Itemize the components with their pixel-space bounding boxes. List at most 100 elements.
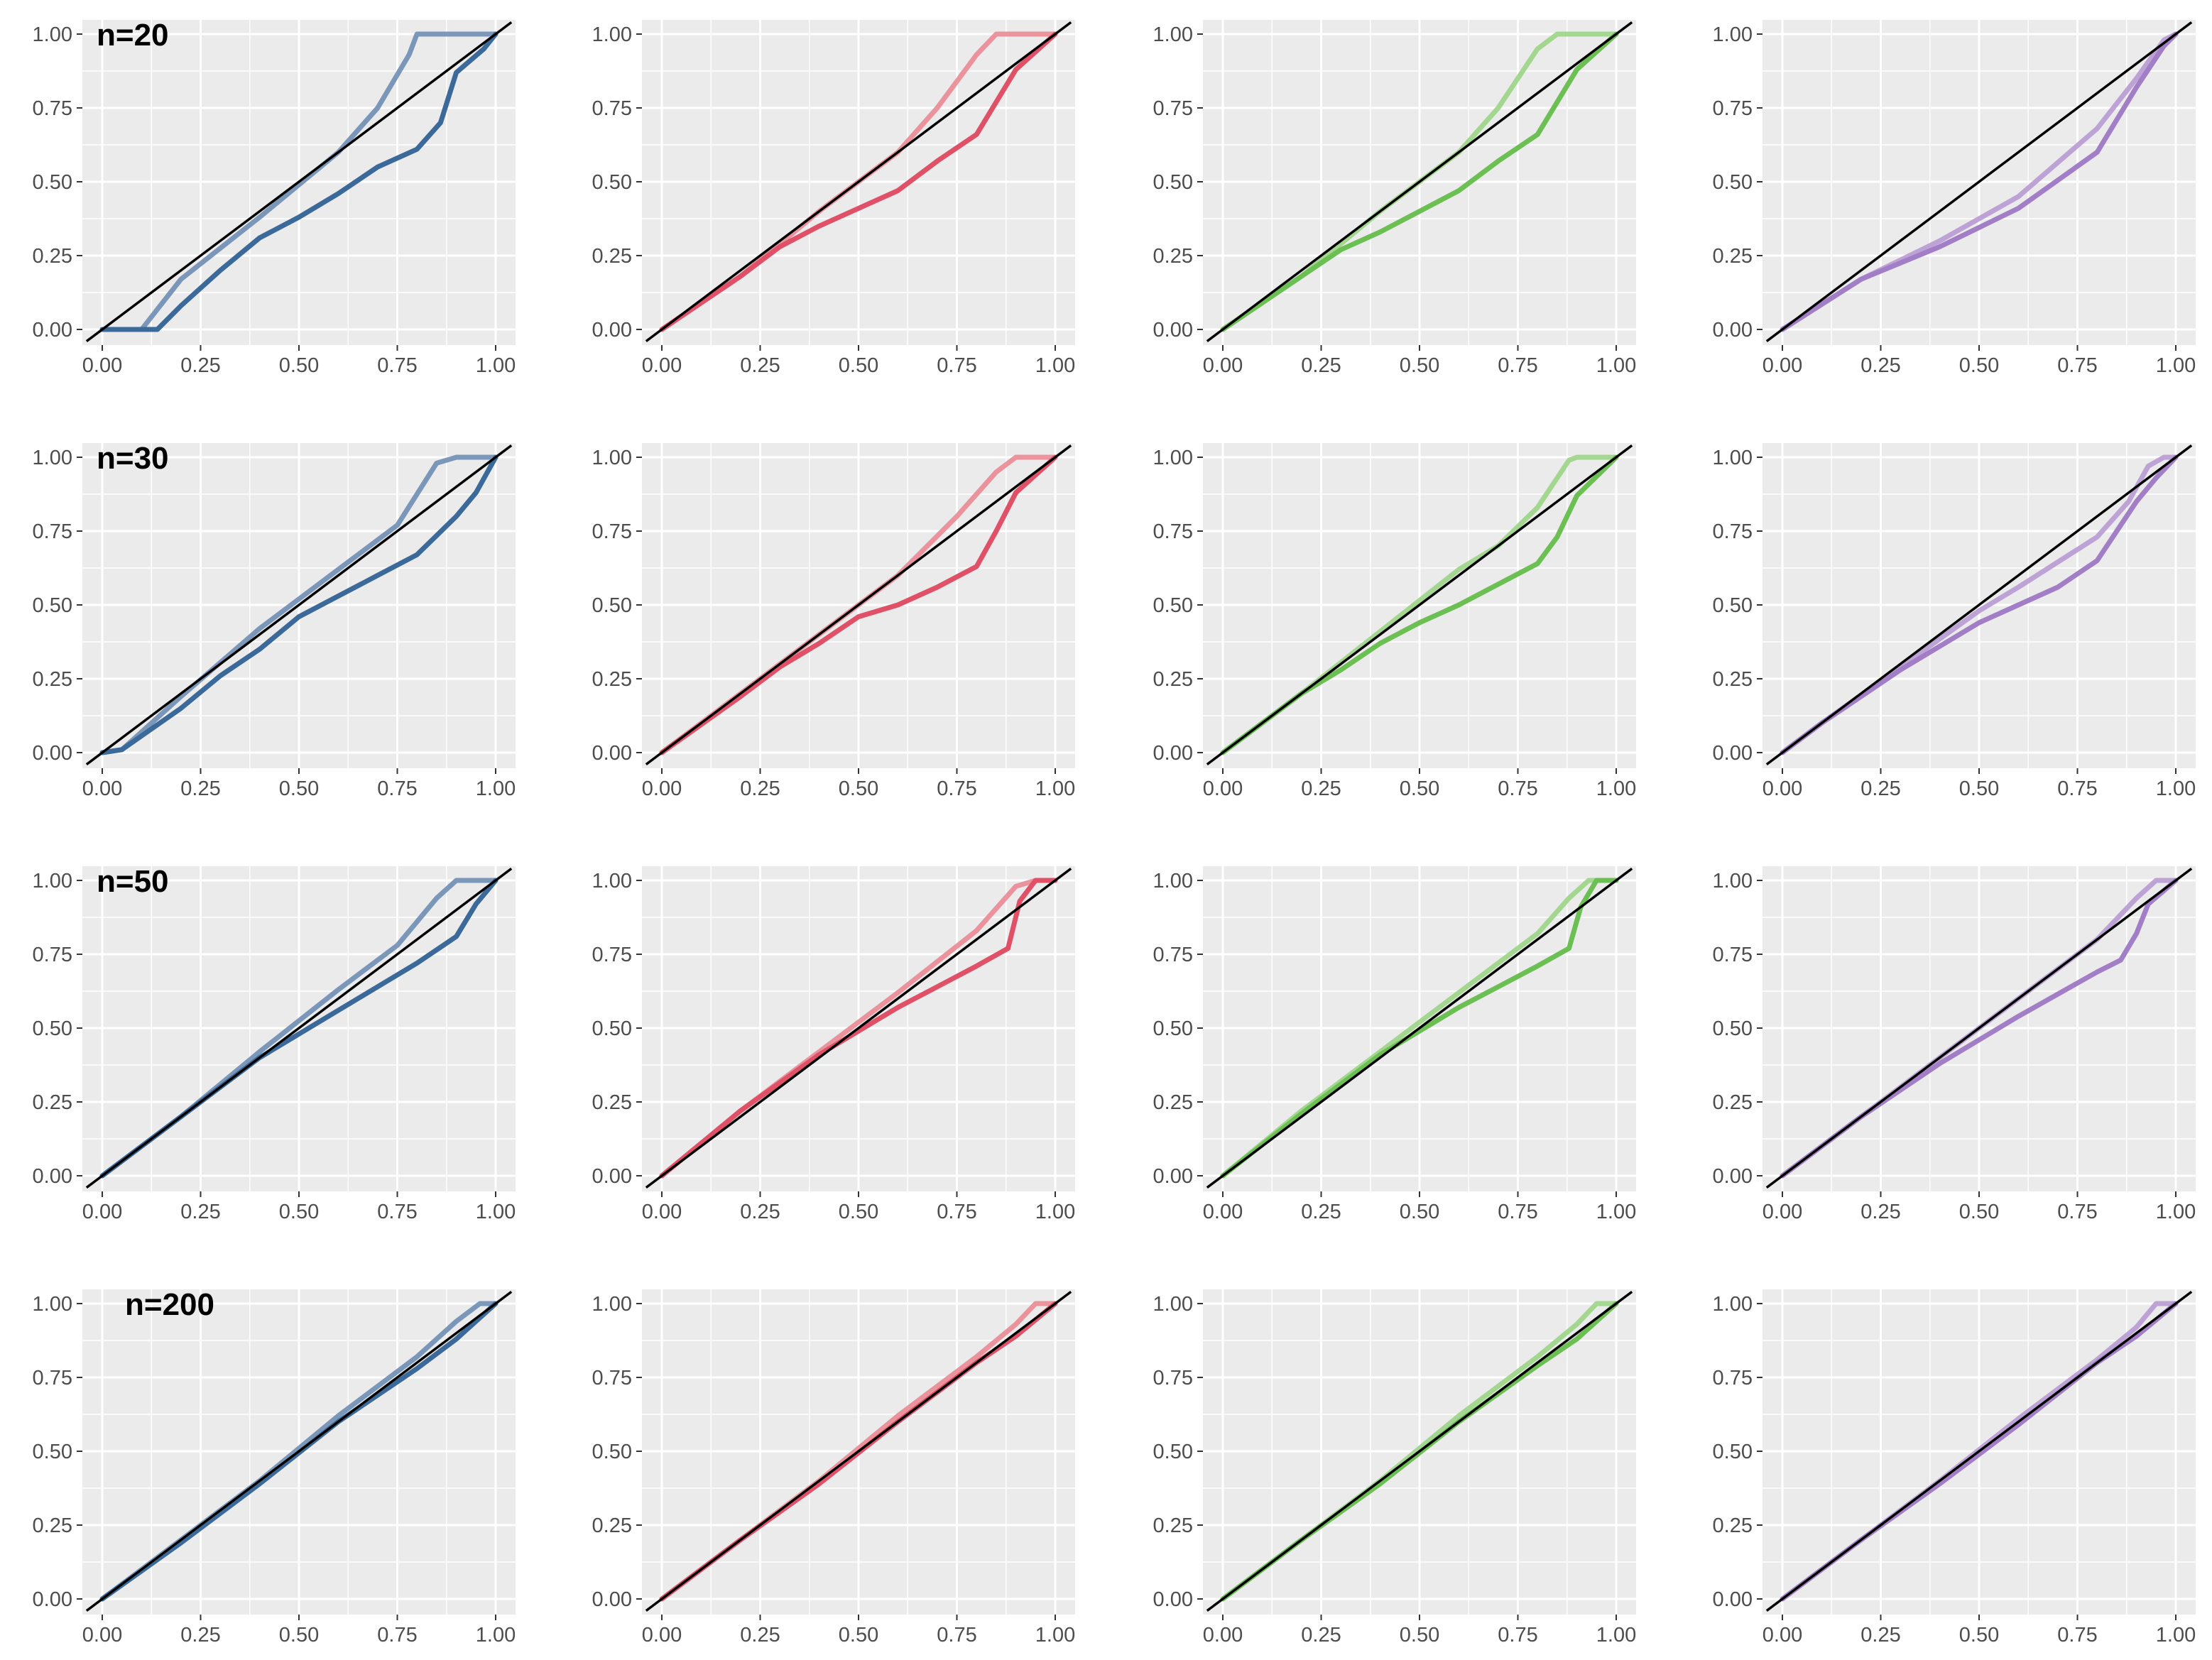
y-tick-label: 0.00 <box>33 1588 72 1611</box>
reference-line <box>85 1290 513 1612</box>
y-tick-label: 0.75 <box>1153 520 1193 543</box>
y-tick-label: 0.00 <box>592 319 632 342</box>
y-tick-label: 0.50 <box>1713 1017 1753 1040</box>
y-tick-label: 0.25 <box>592 1091 632 1114</box>
x-tick-label: 0.50 <box>279 1624 319 1647</box>
y-tick-label: 0.75 <box>1153 97 1193 120</box>
sample-size-label: n=50 <box>97 864 169 899</box>
x-tick-label: 0.75 <box>377 1201 417 1223</box>
y-tick-label: 0.25 <box>33 245 72 268</box>
x-tick-label: 0.75 <box>937 1201 976 1223</box>
y-tick-label: 0.50 <box>1713 171 1753 194</box>
x-tick-label: 0.50 <box>279 1201 319 1223</box>
y-tick-label: 0.50 <box>1713 594 1753 617</box>
reference-line <box>645 867 1072 1189</box>
y-tick-label: 0.75 <box>592 1367 632 1389</box>
y-tick-label: 1.00 <box>1153 870 1193 892</box>
panel-r2-c1: 0.00 0.25 0.50 0.75 1.00 0.00 0.25 0.50 0.75 1.00… <box>33 441 516 800</box>
x-tick-label: 0.75 <box>937 354 976 377</box>
x-tick-label: 1.00 <box>2156 1624 2196 1647</box>
x-tick-label: 0.00 <box>1762 1201 1802 1223</box>
x-tick-label: 1.00 <box>1596 1201 1636 1223</box>
x-tick-label: 0.00 <box>1762 1624 1802 1647</box>
x-tick-label: 0.00 <box>1203 777 1243 800</box>
series-line-lower <box>659 878 1058 1179</box>
y-tick-label: 0.50 <box>33 171 72 194</box>
series-line-lower <box>99 31 498 332</box>
series-line-lower <box>659 454 1058 755</box>
x-tick-label: 0.25 <box>740 777 780 800</box>
y-tick-label: 0.00 <box>1713 1165 1753 1188</box>
x-tick-label: 1.00 <box>476 1201 516 1223</box>
reference-line <box>1765 21 2193 343</box>
y-tick-label: 1.00 <box>1713 23 1753 46</box>
y-tick-label: 0.25 <box>592 668 632 691</box>
y-tick-label: 0.25 <box>1153 245 1193 268</box>
panel-r3-c1: 0.00 0.25 0.50 0.75 1.00 0.00 0.25 0.50 0.75 1.00… <box>33 864 516 1223</box>
y-tick-label: 0.50 <box>592 594 632 617</box>
x-tick-label: 1.00 <box>476 1624 516 1647</box>
sample-size-label: n=200 <box>125 1287 214 1322</box>
y-tick-label: 0.50 <box>1153 1017 1193 1040</box>
series-line-lower <box>99 454 498 755</box>
y-tick-label: 0.75 <box>33 520 72 543</box>
reference-line <box>85 867 513 1189</box>
x-tick-label: 0.75 <box>377 354 417 377</box>
y-tick-label: 1.00 <box>592 870 632 892</box>
y-tick-label: 0.50 <box>33 1017 72 1040</box>
x-tick-label: 0.50 <box>1959 1624 1999 1647</box>
x-tick-label: 0.75 <box>377 777 417 800</box>
reference-line <box>1206 444 1633 766</box>
x-tick-label: 1.00 <box>476 777 516 800</box>
x-tick-label: 0.50 <box>1959 354 1999 377</box>
x-tick-label: 0.75 <box>1498 1624 1537 1647</box>
x-tick-label: 0.50 <box>1400 354 1439 377</box>
y-tick-label: 0.75 <box>1713 944 1753 966</box>
x-tick-label: 0.00 <box>1762 777 1802 800</box>
x-tick-label: 0.50 <box>1400 777 1439 800</box>
x-tick-label: 0.50 <box>839 1624 878 1647</box>
y-tick-label: 1.00 <box>33 870 72 892</box>
x-tick-label: 0.50 <box>839 1201 878 1223</box>
x-tick-label: 0.50 <box>839 354 878 377</box>
y-tick-label: 1.00 <box>592 447 632 469</box>
x-tick-label: 0.25 <box>1301 1201 1341 1223</box>
y-tick-label: 0.00 <box>592 1588 632 1611</box>
y-tick-label: 0.50 <box>592 171 632 194</box>
reference-line <box>645 1290 1072 1612</box>
y-tick-label: 0.50 <box>1153 1441 1193 1463</box>
x-tick-label: 0.25 <box>1860 1201 1900 1223</box>
y-tick-label: 0.75 <box>33 944 72 966</box>
reference-line <box>1206 1290 1633 1612</box>
x-tick-label: 0.25 <box>1860 354 1900 377</box>
x-tick-label: 0.50 <box>1400 1201 1439 1223</box>
x-tick-label: 0.00 <box>82 1624 122 1647</box>
x-tick-label: 0.50 <box>279 777 319 800</box>
x-tick-label: 0.25 <box>1301 354 1341 377</box>
x-tick-label: 0.75 <box>2057 354 2097 377</box>
x-tick-label: 0.50 <box>1959 1201 1999 1223</box>
y-tick-label: 0.25 <box>592 1514 632 1537</box>
x-tick-label: 0.50 <box>839 777 878 800</box>
x-tick-label: 0.75 <box>2057 1624 2097 1647</box>
y-tick-label: 0.00 <box>33 1165 72 1188</box>
sample-size-label: n=30 <box>97 441 169 476</box>
x-tick-label: 1.00 <box>1596 354 1636 377</box>
panel-r4-c1: 0.00 0.25 0.50 0.75 1.00 0.00 0.25 0.50 0.75 1.00… <box>33 1287 516 1647</box>
x-tick-label: 0.25 <box>740 1201 780 1223</box>
x-tick-label: 1.00 <box>2156 777 2196 800</box>
x-tick-label: 1.00 <box>1596 777 1636 800</box>
y-tick-label: 0.25 <box>1713 668 1753 691</box>
y-tick-label: 1.00 <box>592 23 632 46</box>
y-tick-label: 0.50 <box>33 594 72 617</box>
y-tick-label: 0.25 <box>1713 245 1753 268</box>
y-tick-label: 0.25 <box>1153 668 1193 691</box>
x-tick-label: 0.50 <box>1400 1624 1439 1647</box>
y-tick-label: 0.75 <box>592 944 632 966</box>
x-tick-label: 0.75 <box>937 777 976 800</box>
y-tick-label: 0.00 <box>33 319 72 342</box>
x-tick-label: 1.00 <box>1596 1624 1636 1647</box>
panel-r2-c2: 0.00 0.25 0.50 0.75 1.00 0.00 0.25 0.50 0.75 1.00 <box>592 443 1075 800</box>
x-tick-label: 0.25 <box>1301 1624 1341 1647</box>
